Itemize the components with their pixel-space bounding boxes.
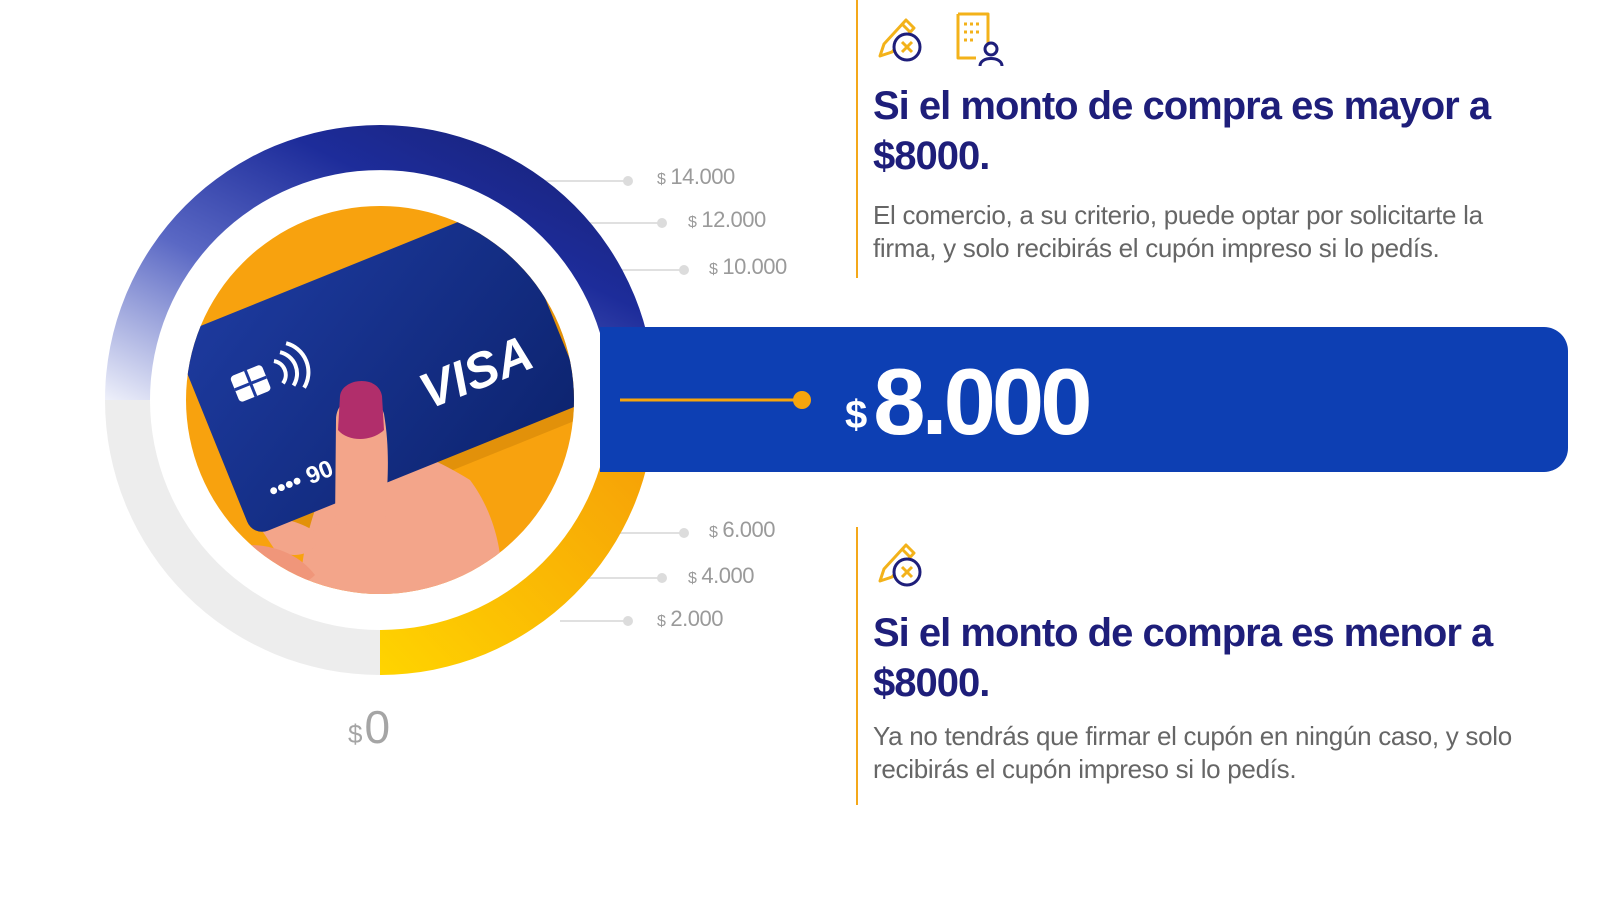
threshold-currency: $ [845, 393, 868, 437]
threshold-amount: 8.000 [873, 349, 1092, 454]
tick-label-2000: $2.000 [657, 606, 723, 631]
signature-pen-icon [878, 543, 922, 587]
section-text-lower: Ya no tendrás que firmar el cupón en nin… [873, 721, 1512, 784]
gauge-upper-arc [105, 125, 655, 400]
section-title-upper: Si el monto de compra es mayor a $8000. [873, 84, 1491, 178]
section-divider-upper [856, 0, 858, 278]
section-divider-lower [856, 527, 858, 805]
tick-label-zero: $0 [348, 701, 391, 753]
tick-label-14000: $14.000 [657, 164, 735, 189]
tick-dots [623, 176, 689, 626]
section-title-lower: Si el monto de compra es menor a $8000. [873, 611, 1493, 705]
section-text-upper: El comercio, a su criterio, puede optar … [873, 200, 1483, 263]
tick-label-4000: $4.000 [688, 563, 754, 588]
threshold-marker [620, 391, 811, 409]
tick-label-12000: $12.000 [688, 207, 766, 232]
receipt-user-icon [956, 12, 1004, 67]
tick-label-10000: $10.000 [709, 254, 787, 279]
threshold-value: $8.000 [845, 348, 1092, 456]
tick-label-6000: $6.000 [709, 517, 775, 542]
signature-pen-icon [878, 18, 922, 62]
gauge-empty-arc [105, 400, 380, 675]
card-illustration: VISA •••• 90 [186, 207, 574, 594]
